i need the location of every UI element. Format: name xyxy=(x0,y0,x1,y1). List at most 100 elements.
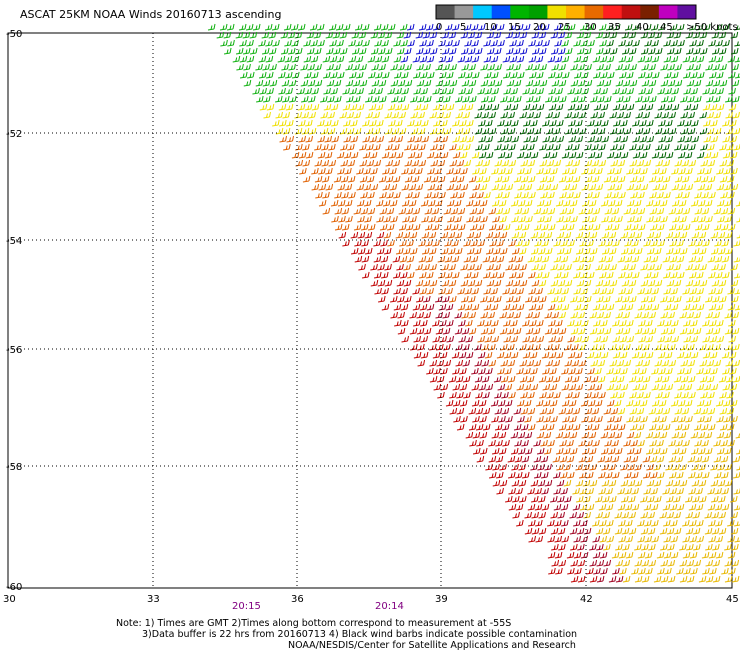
wind-barb xyxy=(733,239,740,247)
wind-barb xyxy=(723,167,731,175)
wind-barb xyxy=(437,391,445,399)
wind-barb xyxy=(556,247,565,255)
wind-barb xyxy=(612,335,621,343)
wind-barb xyxy=(641,327,650,335)
wind-barb xyxy=(640,47,649,55)
wind-barb xyxy=(645,447,654,455)
wind-barb xyxy=(470,23,479,31)
wind-barb xyxy=(528,71,537,79)
legend-label: 10 xyxy=(484,22,497,33)
wind-barb xyxy=(428,231,437,239)
wind-barb xyxy=(424,223,433,231)
wind-barb xyxy=(725,95,733,103)
wind-barb xyxy=(360,191,368,199)
wind-barb xyxy=(731,79,740,87)
wind-barb xyxy=(727,191,735,199)
wind-barb xyxy=(671,183,680,191)
wind-barb xyxy=(598,271,607,279)
wind-barb xyxy=(541,487,549,495)
wind-barb xyxy=(600,103,609,111)
wind-barb xyxy=(590,343,598,351)
wind-barb xyxy=(659,431,668,439)
legend-swatch xyxy=(584,5,604,19)
wind-barb xyxy=(628,375,637,383)
wind-barb xyxy=(723,431,732,439)
wind-barb xyxy=(353,95,361,103)
wind-barb xyxy=(488,343,496,351)
wind-barb xyxy=(580,55,589,63)
wind-barb xyxy=(690,431,699,439)
note-line-2: 3)Data buffer is 22 hrs from 20160713 4)… xyxy=(142,629,577,640)
wind-barb xyxy=(528,519,536,527)
wind-barb xyxy=(630,455,639,463)
wind-barb xyxy=(323,87,331,95)
wind-barb xyxy=(385,175,394,183)
wind-barb xyxy=(571,375,580,383)
wind-barb xyxy=(432,319,440,327)
legend-label: 0 xyxy=(436,22,442,33)
wind-barb xyxy=(283,23,292,31)
wind-barb xyxy=(613,119,621,127)
wind-barb xyxy=(633,199,642,207)
wind-barb xyxy=(522,23,531,31)
wind-barb xyxy=(722,39,730,47)
wind-barb xyxy=(651,39,659,47)
wind-barb xyxy=(606,55,615,63)
wind-barb xyxy=(622,63,630,71)
wind-barb xyxy=(688,255,697,263)
wind-barb xyxy=(687,471,696,479)
wind-barb xyxy=(735,201,740,207)
wind-barb xyxy=(537,231,546,239)
wind-barb xyxy=(686,311,694,319)
wind-barb xyxy=(527,423,536,431)
wind-barb xyxy=(601,479,610,487)
wind-barb xyxy=(633,447,642,455)
wind-barb xyxy=(570,327,579,335)
wind-barb xyxy=(625,399,634,407)
wind-barb xyxy=(322,191,330,199)
wind-barb xyxy=(287,47,296,55)
wind-barb xyxy=(519,111,527,119)
wind-barb xyxy=(477,103,486,111)
wind-barb xyxy=(688,487,696,495)
wind-barb xyxy=(399,271,408,279)
wind-barb xyxy=(598,503,607,511)
wind-barb xyxy=(688,23,697,31)
wind-barb xyxy=(489,271,498,279)
wind-barb xyxy=(411,159,420,167)
wind-barb xyxy=(709,335,718,343)
wind-barb xyxy=(609,375,618,383)
wind-barb xyxy=(683,87,691,95)
wind-barb xyxy=(432,23,441,31)
wind-barb xyxy=(602,279,611,287)
wind-barb xyxy=(398,95,406,103)
wind-barb xyxy=(676,351,685,359)
wind-barb xyxy=(415,279,424,287)
wind-barb xyxy=(569,415,577,423)
wind-barb xyxy=(539,407,548,415)
wind-barb xyxy=(728,87,736,95)
wind-barb xyxy=(663,303,672,311)
wind-barb xyxy=(640,511,648,519)
wind-barb xyxy=(288,63,296,71)
wind-barb xyxy=(696,39,704,47)
wind-barb xyxy=(721,271,730,279)
wind-barb xyxy=(654,279,663,287)
wind-barb xyxy=(600,567,608,575)
wind-barb xyxy=(464,71,473,79)
wind-barb xyxy=(297,87,305,95)
wind-barb xyxy=(459,383,468,391)
wind-barb xyxy=(670,287,678,295)
wind-barb xyxy=(682,551,691,559)
wind-barb xyxy=(600,351,609,359)
wind-barb xyxy=(510,447,519,455)
wind-barb xyxy=(324,135,333,143)
wind-barb xyxy=(518,215,526,223)
wind-barb xyxy=(557,279,566,287)
wind-barb xyxy=(499,327,508,335)
wind-barb xyxy=(634,247,643,255)
wind-barb xyxy=(587,39,595,47)
wind-barb xyxy=(329,71,338,79)
wind-barb xyxy=(689,55,698,63)
wind-barb xyxy=(685,47,694,55)
